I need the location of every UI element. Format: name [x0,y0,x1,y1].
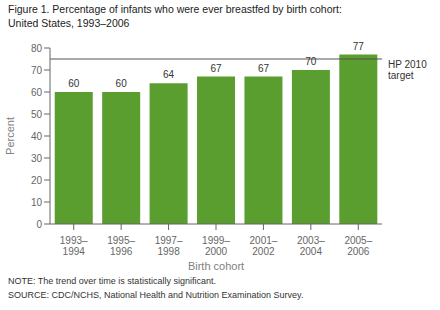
svg-text:1999–2000: 1999–2000 [202,235,230,257]
svg-text:60: 60 [31,87,43,98]
svg-text:67: 67 [210,63,222,74]
html-text:Figure 1. Percentage of infant: Figure 1. Percentage of infants who were… [8,3,342,15]
html-text:United States, 1993–2006: United States, 1993–2006 [8,17,130,29]
svg-text:Birth cohort: Birth cohort [188,260,244,272]
svg-text:60: 60 [116,78,128,89]
svg-text:64: 64 [163,69,175,80]
svg-text:1993–1994: 1993–1994 [60,235,88,257]
html-text:NOTE: The trend over time is s: NOTE: The trend over time is statistical… [8,276,216,286]
svg-text:Percent: Percent [8,117,16,155]
svg-text:70: 70 [305,56,317,67]
svg-text:80: 80 [31,43,43,54]
svg-text:2003–2004: 2003–2004 [297,235,325,257]
svg-text:20: 20 [31,175,43,186]
svg-text:50: 50 [31,109,43,120]
svg-text:77: 77 [353,41,365,52]
svg-text:0: 0 [36,219,42,230]
svg-text:10: 10 [31,197,43,208]
svg-text:67: 67 [258,63,270,74]
svg-text:30: 30 [31,153,43,164]
svg-text:2001–2002: 2001–2002 [250,235,278,257]
svg-text:40: 40 [31,131,43,142]
svg-text:60: 60 [68,78,80,89]
svg-text:HP 2010target: HP 2010target [388,59,427,81]
svg-text:1997–1998: 1997–1998 [155,235,183,257]
svg-text:70: 70 [31,65,43,76]
svg-text:2005–2006: 2005–2006 [344,235,372,257]
svg-text:1995–1996: 1995–1996 [107,235,135,257]
html-text:SOURCE: CDC/NCHS, National Hea: SOURCE: CDC/NCHS, National Health and Nu… [8,290,304,300]
